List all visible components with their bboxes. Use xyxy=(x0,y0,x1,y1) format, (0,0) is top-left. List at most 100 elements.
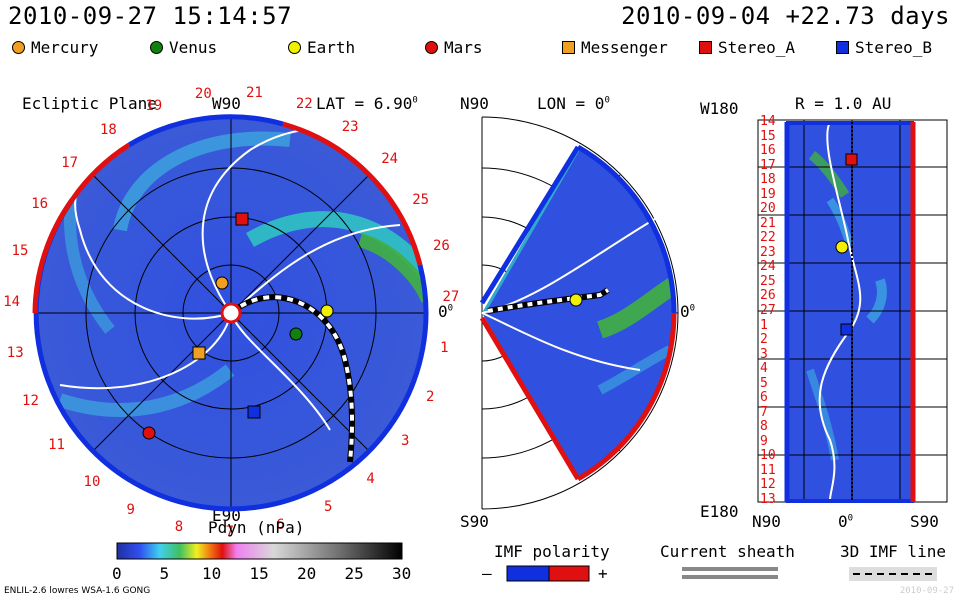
radial-y-tick-label: 1 xyxy=(760,317,768,333)
mercury-marker-icon xyxy=(12,41,25,54)
colorbar-title: Pdyn (nPa) xyxy=(208,518,305,537)
radial-y-tick-label: 14 xyxy=(760,114,776,129)
colorbar-tick-label: 5 xyxy=(159,564,170,583)
legend-stereo-b: Stereo_B xyxy=(836,38,932,57)
carrington-tick-label: 11 xyxy=(48,437,65,454)
current-sheath-swatch xyxy=(682,567,778,571)
radial-y-tick-label: 26 xyxy=(760,288,776,304)
watermark-label: 2010-09-27 xyxy=(899,586,954,596)
meridional-zero-label: 00 xyxy=(680,302,696,321)
sun-icon xyxy=(220,302,242,324)
meridional-n90-label: N90 xyxy=(460,94,489,113)
carrington-tick-label: 21 xyxy=(245,85,263,102)
radial-y-tick-label: 7 xyxy=(760,404,768,420)
imf3d-title: 3D IMF line xyxy=(840,542,946,561)
stereo-b-marker xyxy=(247,405,261,419)
polarity-rim-segment xyxy=(127,114,284,148)
radial-y-tick-label: 4 xyxy=(760,361,768,377)
ecliptic-w90-label: W90 xyxy=(212,94,241,113)
radial-stereo-b-marker xyxy=(840,323,853,336)
mercury-marker xyxy=(215,276,229,290)
carrington-tick-label: 22 xyxy=(295,96,313,113)
radial-y-tick-label: 11 xyxy=(760,462,776,478)
venus-marker xyxy=(289,327,303,341)
carrington-tick-label: 26 xyxy=(433,238,450,255)
ecliptic-zero-label: 00 xyxy=(438,302,454,321)
radial-y-tick-label: 5 xyxy=(760,375,768,391)
radial-y-tick-label: 8 xyxy=(760,419,768,435)
radial-y-tick-label: 9 xyxy=(760,433,768,449)
carrington-tick-label: 16 xyxy=(31,196,49,213)
imf-negative-swatch xyxy=(506,565,550,582)
radial-y-tick-label: 10 xyxy=(760,448,776,464)
carrington-tick-label: 14 xyxy=(3,293,21,310)
radial-y-tick-label: 22 xyxy=(760,230,776,246)
carrington-tick-label: 9 xyxy=(126,501,135,518)
stereo-a-marker-icon xyxy=(699,41,712,54)
radial-zero-label: 00 xyxy=(838,512,854,531)
ecliptic-lat-label: LAT = 6.900 xyxy=(316,94,418,113)
venus-marker-icon xyxy=(150,41,163,54)
datetime-label: 2010-09-27 15:14:57 xyxy=(8,2,293,30)
carrington-tick-label: 2 xyxy=(426,388,435,405)
mars-marker xyxy=(142,426,156,440)
imf-minus-label: – xyxy=(482,564,492,583)
carrington-tick-label: 12 xyxy=(22,393,39,410)
radial-y-tick-label: 19 xyxy=(760,186,776,202)
carrington-tick-label: 20 xyxy=(194,85,212,102)
radial-n90-label: N90 xyxy=(752,512,781,531)
radial-y-tick-label: 18 xyxy=(760,172,776,188)
radial-y-tick-label: 2 xyxy=(760,332,768,348)
carrington-tick-label: 19 xyxy=(145,98,163,115)
legend-messenger: Messenger xyxy=(562,38,668,57)
colorbar-tick-label: 0 xyxy=(112,564,122,583)
carrington-tick-label: 17 xyxy=(61,154,79,171)
radial-w180-label: W180 xyxy=(700,99,739,118)
earth-marker xyxy=(320,304,334,318)
radial-stereo-a-marker xyxy=(845,153,858,166)
carrington-tick-label: 27 xyxy=(442,288,460,305)
legend-earth: Earth xyxy=(288,38,355,57)
mars-marker-icon xyxy=(425,41,438,54)
radial-y-tick-label: 20 xyxy=(760,201,776,217)
imf-plus-label: + xyxy=(598,564,608,583)
legend-mars: Mars xyxy=(425,38,483,57)
reference-date-label: 2010-09-04 +22.73 days xyxy=(621,2,950,30)
colorbar-tick-label: 25 xyxy=(344,564,364,583)
legend-stereo-a: Stereo_A xyxy=(699,38,795,57)
carrington-tick-label: 5 xyxy=(324,499,333,516)
carrington-tick-label: 6 xyxy=(276,517,285,534)
meridional-lon-label: LON = 00 xyxy=(537,94,610,113)
polarity-rim-segment xyxy=(69,142,131,202)
stereo-a-marker xyxy=(235,212,249,226)
messenger-marker-icon xyxy=(562,41,575,54)
radial-y-tick-label: 23 xyxy=(760,244,776,260)
meridional-polarity-edge xyxy=(479,145,581,305)
current-sheath-title: Current sheath xyxy=(660,542,795,561)
carrington-tick-label: 10 xyxy=(83,474,101,491)
colorbar xyxy=(116,542,403,560)
radial-y-tick-label: 15 xyxy=(760,128,776,144)
radial-y-tick-label: 13 xyxy=(760,492,776,507)
radial-y-tick-label: 21 xyxy=(760,215,776,231)
radial-y-tick-label: 16 xyxy=(760,143,776,159)
messenger-marker xyxy=(192,346,206,360)
carrington-tick-label: 25 xyxy=(412,191,430,208)
imf-positive-swatch xyxy=(548,565,590,582)
carrington-tick-label: 23 xyxy=(341,118,359,135)
carrington-tick-label: 13 xyxy=(6,344,24,361)
radial-map xyxy=(786,122,914,502)
carrington-tick-label: 24 xyxy=(381,151,399,168)
imf-polarity-title: IMF polarity xyxy=(494,542,610,561)
colorbar-tick-label: 15 xyxy=(249,564,269,583)
radial-y-tick-label: 17 xyxy=(760,157,776,173)
carrington-tick-label: 18 xyxy=(99,121,117,138)
radial-e180-label: E180 xyxy=(700,502,739,521)
model-version-label: ENLIL-2.6 lowres WSA-1.6 GONG xyxy=(4,586,151,596)
radial-y-tick-label: 24 xyxy=(760,259,776,275)
ecliptic-title: Ecliptic Plane xyxy=(22,94,157,113)
colorbar-tick-label: 20 xyxy=(297,564,317,583)
meridional-s90-label: S90 xyxy=(460,512,489,531)
colorbar-tick-label: 10 xyxy=(202,564,222,583)
